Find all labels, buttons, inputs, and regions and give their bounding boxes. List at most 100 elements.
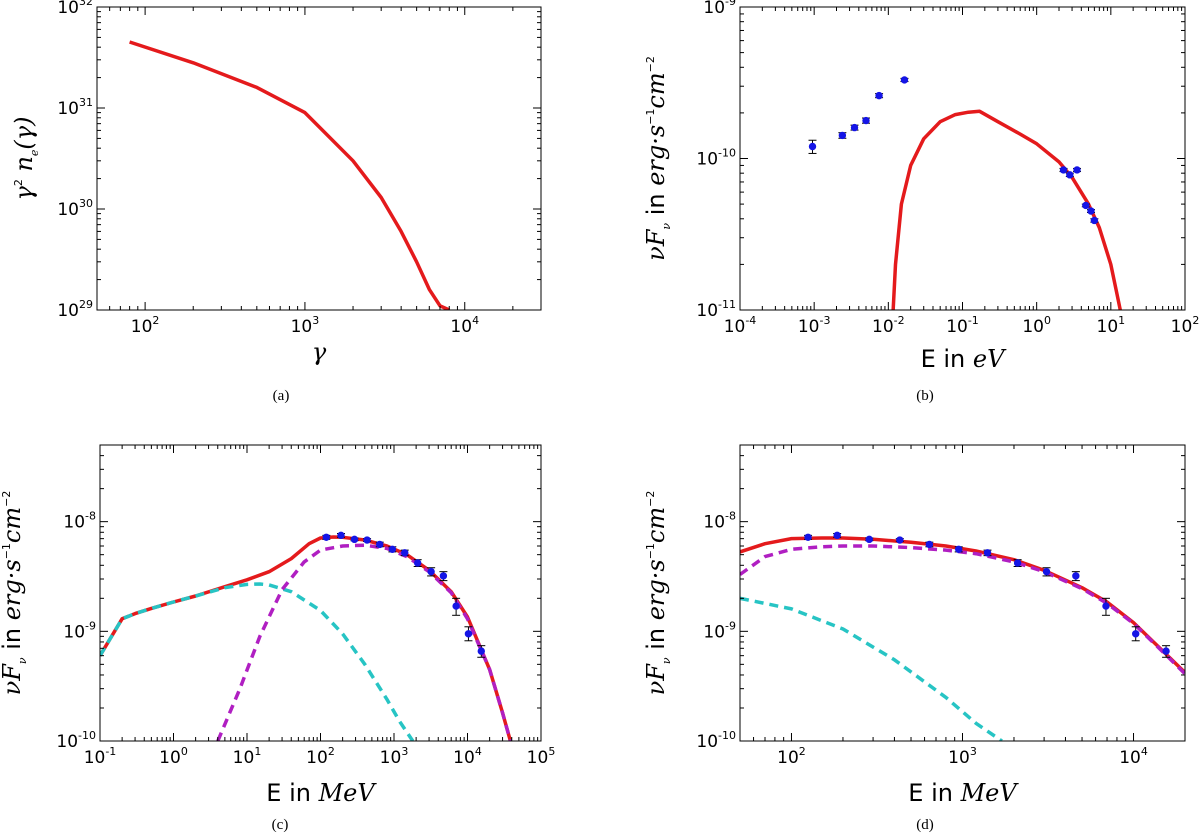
series-line-synchrotron <box>891 109 1123 310</box>
data-marker <box>1102 602 1110 610</box>
data-point <box>400 549 409 557</box>
data-marker <box>464 630 473 638</box>
y-tick-base: 10 <box>696 732 718 752</box>
y-label-exp2: −2 <box>0 491 13 507</box>
x-tick-label: 101 <box>1097 314 1126 337</box>
x-tick-exp: -1 <box>105 745 116 758</box>
x-tick-base: 10 <box>527 748 549 768</box>
x-tick-label: 100 <box>159 745 188 768</box>
data-marker <box>1073 166 1081 174</box>
x-tick-exp: 3 <box>312 314 319 327</box>
x-tick-exp: 2 <box>799 745 806 758</box>
panel-caption: (a) <box>273 388 290 404</box>
y-label-nu-sub: ν <box>16 657 29 664</box>
data-marker <box>925 540 934 549</box>
x-tick-base: 10 <box>450 317 472 337</box>
data-marker <box>1162 647 1170 655</box>
y-tick-label: 1032 <box>57 0 93 18</box>
data-point <box>452 597 461 616</box>
y-tick-exp: -9 <box>725 0 736 8</box>
y-tick-base: 10 <box>696 150 718 170</box>
y-tick-label: 1030 <box>57 197 93 220</box>
y-tick-exp: -9 <box>725 619 736 632</box>
chart-b: 10-4 10-3 10-2 10-1 100 101 10210-1110-1010-9E… <box>642 0 1199 404</box>
y-label-exp2: −2 <box>644 491 657 507</box>
panel-caption: (b) <box>916 388 934 404</box>
plot-area <box>100 531 513 741</box>
x-tick-base: 10 <box>291 317 313 337</box>
data-marker <box>401 549 409 557</box>
data-point <box>413 559 422 568</box>
x-axis-label-unit: MeV <box>318 779 378 807</box>
data-point <box>838 131 847 140</box>
y-label-erg: erg·s <box>642 125 670 186</box>
y-label-nuF: νF <box>642 663 670 696</box>
data-marker <box>862 116 870 125</box>
y-axis-label: νFν in erg·s−1cm−2 <box>642 491 673 696</box>
y-label-nuF: νF <box>0 663 26 696</box>
data-marker <box>1066 171 1074 179</box>
y-tick-base: 10 <box>703 513 725 533</box>
x-tick-base: 10 <box>84 748 106 768</box>
data-marker <box>350 535 359 544</box>
x-tick-label: 10-2 <box>872 314 905 337</box>
x-tick-exp: 2 <box>152 314 159 327</box>
y-label-erg: erg·s <box>642 559 670 620</box>
y-label-exp1: −1 <box>644 109 657 125</box>
y-tick-label: 10-9 <box>703 619 736 642</box>
data-marker <box>900 76 909 84</box>
y-label-nu-sub: ν <box>660 657 673 664</box>
x-axis-label: γ <box>312 338 327 366</box>
panel-caption: (d) <box>916 817 934 833</box>
data-point <box>954 545 963 553</box>
y-tick-label: 10-10 <box>56 729 96 752</box>
data-point <box>1081 201 1090 210</box>
data-point <box>895 536 904 544</box>
x-tick-label: 10-4 <box>724 314 757 337</box>
x-tick-base: 10 <box>159 748 181 768</box>
data-marker <box>413 559 422 567</box>
series-line-external-compton <box>740 544 1185 676</box>
y-tick-exp: -10 <box>718 729 736 742</box>
data-point <box>439 571 448 582</box>
y-tick-base: 10 <box>57 200 79 220</box>
y-tick-base: 10 <box>57 301 79 321</box>
x-tick-base: 10 <box>1119 748 1141 768</box>
y-tick-label: 10-11 <box>696 298 736 321</box>
data-point <box>427 567 436 577</box>
y-label-cm: cm <box>0 507 26 543</box>
x-tick-base: 10 <box>946 317 968 337</box>
x-tick-exp: -2 <box>894 314 905 327</box>
data-marker <box>427 567 435 576</box>
y-label-cm: cm <box>642 72 670 108</box>
data-marker <box>388 545 397 553</box>
x-tick-label: 104 <box>453 745 482 768</box>
data-point <box>1131 626 1140 642</box>
x-axis: 102 103 104 <box>739 445 1186 768</box>
data-point <box>862 116 871 125</box>
series-line-electron-spectrum <box>129 40 451 310</box>
x-tick-base: 10 <box>233 748 255 768</box>
y-tick-label: 1031 <box>57 96 93 119</box>
y-label-in: in <box>642 186 670 223</box>
y-tick-label: 10-10 <box>696 147 736 170</box>
data-point <box>1086 207 1095 215</box>
x-tick-exp: 3 <box>970 745 977 758</box>
data-point <box>983 549 992 557</box>
data-marker <box>838 131 847 140</box>
x-tick-exp: 0 <box>181 745 188 758</box>
plot-area <box>808 76 1123 310</box>
data-marker <box>439 572 448 580</box>
plot-frame <box>739 444 1186 742</box>
x-tick-base: 10 <box>872 317 894 337</box>
series-line-synchrotron-self-compton <box>740 596 1003 741</box>
data-point <box>322 533 331 542</box>
data-marker <box>1042 567 1051 576</box>
x-tick-label: 10-3 <box>798 314 831 337</box>
data-point <box>350 535 359 544</box>
data-point <box>1059 166 1068 174</box>
data-marker <box>477 647 485 655</box>
y-tick-base: 10 <box>696 301 718 321</box>
data-marker <box>452 602 460 610</box>
